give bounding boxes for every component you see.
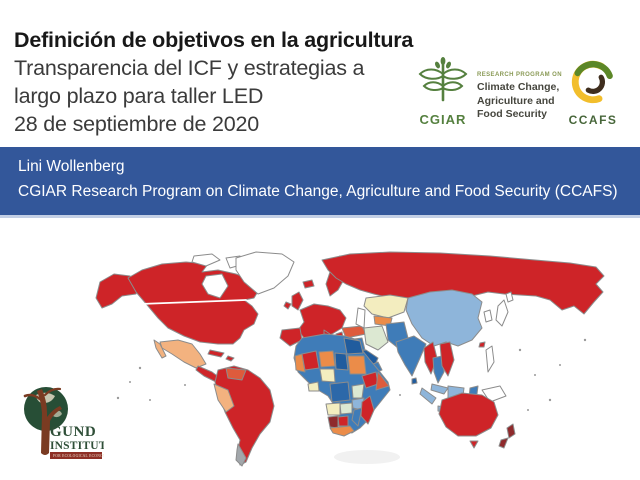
region-sri-lanka — [411, 377, 418, 385]
region-arctic-islands — [191, 253, 221, 267]
program-line-3: Food Security — [477, 108, 548, 120]
world-map — [90, 250, 610, 470]
region-venezuela — [225, 367, 247, 381]
region-dr-congo — [329, 381, 351, 403]
gund-label-1: GUND — [50, 424, 96, 440]
region-uk — [291, 291, 304, 311]
region-south-america — [214, 365, 275, 466]
ocean-islands — [116, 338, 587, 411]
region-russia — [321, 251, 605, 315]
region-new-zealand-north — [506, 423, 516, 439]
region-cuba — [207, 349, 225, 358]
research-program-text: RESEARCH PROGRAM ON Climate Change, Agri… — [477, 72, 567, 122]
region-india — [395, 335, 427, 377]
region-sumatra — [419, 387, 437, 405]
region-patagonia-tip — [235, 443, 247, 467]
gund-label-3: FOR ECOLOGICAL ECONOMICS — [53, 454, 104, 458]
region-mali — [301, 350, 320, 371]
subtitle-date: 28 de septiembre de 2020 — [14, 112, 260, 136]
region-ireland — [283, 301, 292, 310]
subtitle-line-2: largo plazo para taller LED — [14, 84, 264, 108]
region-china-mongolia — [405, 289, 483, 347]
slide-title: Definición de objetivos en la agricultur… — [14, 28, 414, 52]
ccafs-swirl-icon — [571, 60, 613, 104]
program-eyebrow: RESEARCH PROGRAM ON — [477, 72, 562, 78]
program-line-2: Agriculture and — [477, 94, 555, 107]
us-canada-border — [139, 299, 247, 305]
region-malaysia — [430, 383, 449, 395]
region-vietnam — [439, 341, 455, 377]
gund-band — [50, 452, 102, 459]
ccafs-logo: CCAFS — [564, 60, 622, 127]
title-block: Definición de objetivos en la agricultur… — [14, 26, 414, 138]
region-kazakhstan — [363, 294, 409, 319]
region-iceland — [302, 279, 315, 289]
faint-watermark — [334, 450, 400, 464]
region-chad — [334, 352, 349, 371]
region-botswana — [337, 415, 349, 427]
region-hispaniola — [225, 355, 235, 362]
region-angola — [325, 402, 341, 416]
region-mozambique — [351, 407, 363, 427]
region-caspian-sea — [355, 307, 366, 329]
region-baja — [153, 339, 167, 359]
region-ghana — [307, 381, 320, 392]
region-australia — [438, 392, 499, 437]
author-banner: Lini Wollenberg CGIAR Research Program o… — [0, 147, 640, 218]
region-south-africa — [329, 425, 355, 437]
program-line-1: Climate Change, — [477, 81, 560, 93]
region-iberia — [279, 327, 303, 347]
region-sudan — [347, 355, 367, 375]
region-tasmania — [469, 440, 479, 449]
region-nigeria — [319, 368, 336, 383]
region-iran — [363, 325, 389, 351]
region-korea — [483, 309, 493, 323]
region-new-zealand-south — [498, 437, 509, 449]
author-affiliation: CGIAR Research Program on Climate Change… — [18, 183, 618, 200]
region-somalia — [375, 371, 390, 391]
region-peru — [213, 383, 235, 413]
author-name: Lini Wollenberg — [18, 158, 125, 175]
cgiar-label: CGIAR — [419, 112, 467, 127]
gund-institute-logo: GUND INSTITUTE FOR ECOLOGICAL ECONOMICS — [8, 383, 114, 467]
region-hudson-bay — [201, 273, 229, 299]
region-greenland — [235, 251, 295, 295]
region-taiwan — [478, 341, 486, 348]
region-zambia — [339, 402, 353, 415]
region-philippines — [485, 345, 495, 373]
ccafs-label: CCAFS — [568, 113, 618, 127]
region-mexico — [159, 339, 207, 369]
region-japan-north — [505, 291, 514, 303]
region-egypt — [343, 337, 364, 355]
region-niger — [318, 350, 336, 368]
region-japan — [495, 299, 509, 327]
cgiar-logo: CGIAR — [412, 56, 474, 127]
region-madagascar — [360, 395, 375, 425]
gund-label-2: INSTITUTE — [50, 440, 104, 452]
region-namibia — [327, 415, 339, 429]
cgiar-wheat-icon — [418, 57, 468, 102]
subtitle-line-1: Transparencia del ICF y estrategias a — [14, 56, 365, 80]
region-kenya-uganda — [351, 383, 365, 399]
gund-tree-icon — [23, 387, 62, 455]
